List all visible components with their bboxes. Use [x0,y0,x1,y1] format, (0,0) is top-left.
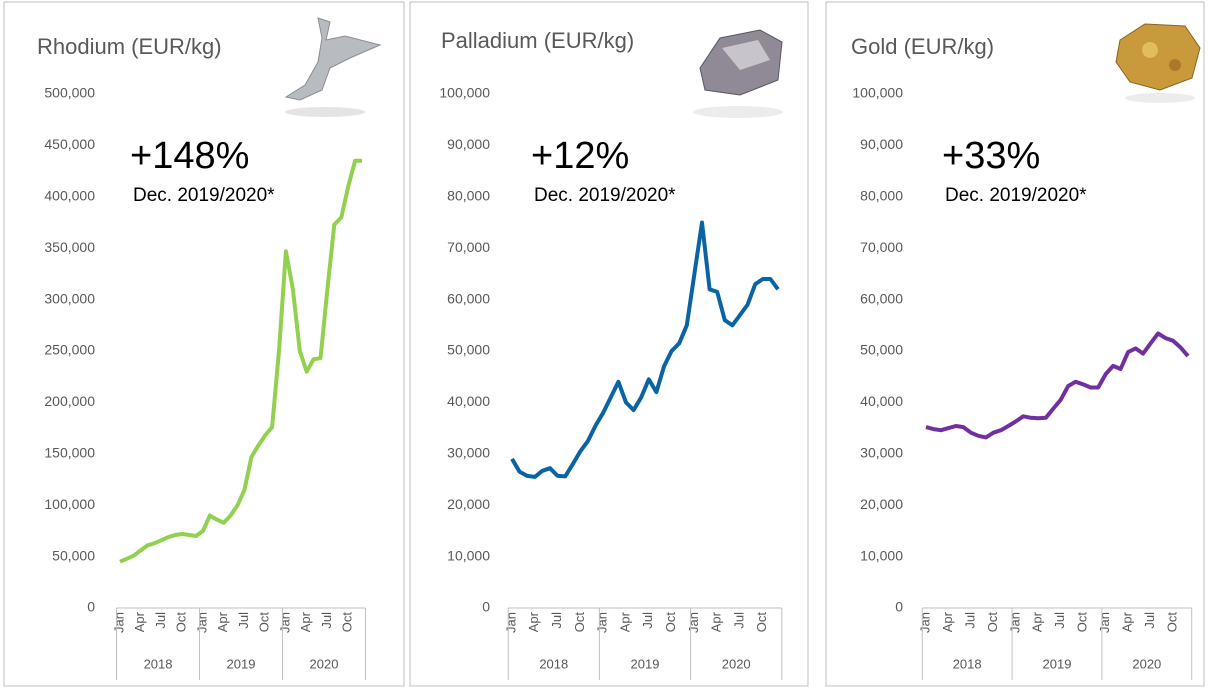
x-tick-label: Oct [257,612,272,633]
x-tick-label: Jan [595,612,610,633]
y-tick-label: 30,000 [447,445,490,461]
y-tick-label: 50,000 [447,342,490,358]
x-tick-label: Oct [663,612,678,633]
x-group-label: 2019 [1043,656,1072,671]
y-tick-label: 50,000 [860,342,903,358]
x-group-label: 2018 [144,656,173,671]
x-tick-label: Jul [153,612,168,629]
x-tick-label: Apr [617,611,632,632]
panel-border [409,1,809,687]
y-tick-label: 90,000 [447,136,490,152]
annotation-note: Dec. 2019/2020* [534,185,676,206]
x-tick-label: Apr [1120,611,1135,632]
x-tick-label: Oct [572,612,587,633]
x-tick-label: Jul [319,612,334,629]
annotation: +148% [130,135,249,177]
y-tick-label: 50,000 [52,547,95,563]
x-group-label: 2019 [631,656,660,671]
x-tick-label: Jul [1052,612,1067,629]
y-tick-label: 0 [895,599,903,615]
x-tick-label: Apr [1030,611,1045,632]
x-tick-label: Apr [940,611,955,632]
gold-image [1115,23,1201,103]
x-tick-label: Jan [1097,612,1112,633]
y-tick-label: 90,000 [860,136,903,152]
y-tick-label: 300,000 [44,290,95,306]
x-tick-label: Jan [917,612,932,633]
x-tick-label: Jul [640,612,655,629]
y-tick-label: 20,000 [860,496,903,512]
x-tick-label: Jul [236,612,251,629]
x-tick-label: Jan [194,612,209,633]
y-tick-label: 60,000 [447,290,490,306]
line-series [925,331,1190,440]
annotation: +33% [942,135,1040,177]
y-tick-label: 40,000 [447,393,490,409]
x-group-label: 2019 [227,656,256,671]
x-group-label: 2020 [722,656,751,671]
panel-border [825,1,1205,687]
x-tick-label: Jul [731,612,746,629]
x-tick-label: Oct [174,612,189,633]
chart-title: Rhodium (EUR/kg) [37,34,222,59]
y-tick-label: 500,000 [44,85,95,101]
panel-border [3,1,405,687]
y-tick-label: 30,000 [860,445,903,461]
y-tick-label: 100,000 [852,85,903,101]
chart-title: Gold (EUR/kg) [851,34,994,59]
y-tick-label: 0 [482,599,490,615]
y-tick-label: 20,000 [447,496,490,512]
x-tick-label: Jan [503,612,518,633]
x-group-label: 2018 [539,656,568,671]
y-tick-label: 0 [87,599,95,615]
y-tick-label: 100,000 [44,496,95,512]
x-tick-label: Jan [1007,612,1022,633]
x-group-label: 2018 [953,656,982,671]
rhodium-image [284,17,382,117]
x-tick-label: Apr [215,611,230,632]
x-tick-label: Jul [549,612,564,629]
annotation-note: Dec. 2019/2020* [945,185,1087,206]
x-tick-label: Apr [709,611,724,632]
x-tick-label: Apr [132,611,147,632]
y-tick-label: 350,000 [44,239,95,255]
palladium-image [693,29,783,118]
line-series [510,220,780,479]
y-tick-label: 250,000 [44,342,95,358]
x-tick-label: Oct [340,612,355,633]
y-tick-label: 70,000 [860,239,903,255]
x-tick-label: Oct [1164,612,1179,633]
annotation-note: Dec. 2019/2020* [133,185,275,206]
x-tick-label: Jan [277,612,292,633]
x-tick-label: Jan [111,612,126,633]
y-tick-label: 150,000 [44,445,95,461]
annotation: +12% [531,135,629,177]
x-tick-label: Apr [526,611,541,632]
line-series [119,158,362,564]
x-tick-label: Jul [1142,612,1157,629]
x-tick-label: Oct [985,612,1000,633]
x-tick-label: Oct [754,612,769,633]
y-tick-label: 80,000 [447,188,490,204]
y-tick-label: 400,000 [44,188,95,204]
y-tick-label: 60,000 [860,290,903,306]
y-tick-label: 40,000 [860,393,903,409]
x-group-label: 2020 [310,656,339,671]
y-tick-label: 70,000 [447,239,490,255]
y-tick-label: 10,000 [860,547,903,563]
x-group-label: 2020 [1132,656,1161,671]
x-tick-label: Jan [686,612,701,633]
chart-title: Palladium (EUR/kg) [441,28,634,53]
y-tick-label: 10,000 [447,547,490,563]
y-tick-label: 100,000 [439,85,490,101]
x-tick-label: Jul [962,612,977,629]
y-tick-label: 200,000 [44,393,95,409]
x-tick-label: Apr [298,611,313,632]
x-tick-label: Oct [1075,612,1090,633]
y-tick-label: 450,000 [44,136,95,152]
y-tick-label: 80,000 [860,188,903,204]
